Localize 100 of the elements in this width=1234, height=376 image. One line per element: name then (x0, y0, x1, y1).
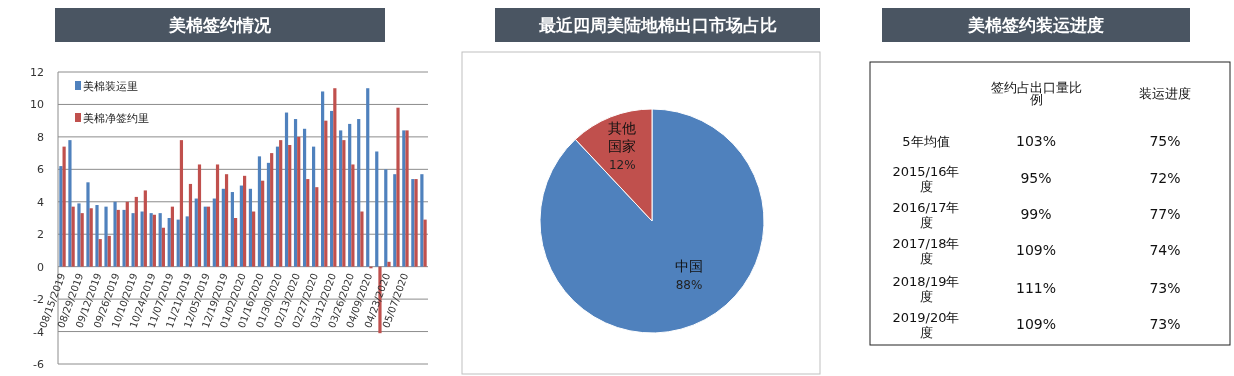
legend-label: 美棉装运里 (83, 80, 138, 93)
bar (224, 174, 229, 267)
text: 111% (1015, 280, 1057, 296)
bar (140, 211, 144, 267)
bar (113, 201, 117, 267)
bar (420, 174, 424, 267)
bar (62, 146, 66, 267)
bar (366, 88, 370, 267)
pie-slice (539, 108, 765, 334)
bar (122, 209, 126, 267)
bar (293, 119, 298, 267)
bar (203, 206, 207, 267)
bar (98, 239, 102, 267)
bar (351, 164, 355, 267)
bar (143, 190, 147, 267)
data-label: 88% (675, 278, 703, 292)
bar (104, 206, 108, 267)
bar (284, 112, 289, 267)
bar (348, 123, 352, 267)
category-label: 2017/18年度 (892, 236, 960, 266)
bar (315, 187, 319, 267)
legend-label: 美棉净签约里 (83, 112, 149, 125)
category-label: 2019/20年度 (892, 310, 960, 340)
bar (77, 203, 81, 267)
bar (116, 209, 120, 267)
bar (321, 91, 325, 267)
category-label: 2018/19年度 (892, 274, 960, 304)
chart-title: 美棉签约情况 (55, 8, 385, 42)
text: 75% (1149, 133, 1181, 149)
bar (302, 128, 307, 267)
bar (270, 153, 274, 267)
slice-label: 其他国家 (608, 120, 637, 155)
bar (71, 206, 75, 267)
bar (387, 261, 391, 267)
bar (297, 136, 301, 267)
bar (360, 211, 364, 267)
bar (161, 227, 165, 267)
text: 72% (1149, 170, 1181, 186)
bar (107, 235, 111, 267)
bar (266, 162, 271, 267)
bar (59, 166, 63, 267)
slice-label: 中国 (675, 258, 703, 274)
bar (375, 151, 379, 267)
y-tick-label: 10 (30, 98, 44, 112)
y-tick-label: 8 (37, 130, 44, 144)
bar (357, 119, 361, 267)
bar (221, 188, 225, 267)
bar (206, 206, 211, 267)
bar (252, 211, 256, 267)
bar (342, 140, 346, 267)
y-tick-label: -6 (33, 358, 44, 371)
bar (167, 218, 171, 267)
y-tick-label: 12 (30, 66, 44, 79)
bar (95, 205, 99, 267)
y-tick-label: 6 (37, 163, 44, 177)
bar (384, 169, 388, 267)
category-label: 2016/17年度 (892, 200, 960, 230)
bar (131, 213, 135, 267)
text: 77% (1149, 206, 1181, 222)
y-tick-label: 0 (37, 260, 44, 274)
text: 74% (1149, 242, 1181, 258)
bar (339, 130, 343, 267)
bar (396, 107, 400, 267)
bar (288, 145, 292, 267)
bar (330, 110, 334, 267)
bar (239, 185, 243, 267)
y-tick-label: 4 (37, 195, 44, 209)
bar (179, 140, 184, 267)
bar (197, 164, 202, 267)
category-label: 签约占出口量比例 (990, 80, 1082, 107)
bar (212, 198, 216, 267)
text: 109% (1015, 242, 1057, 258)
chart-title: 最近四周美陆地棉出口市场占比 (495, 8, 820, 42)
bar (170, 206, 175, 267)
category-label: 2015/16年度 (892, 164, 960, 194)
text: 103% (1015, 133, 1057, 149)
bar (188, 183, 193, 267)
bar (233, 218, 238, 267)
bar (230, 192, 234, 267)
bar (68, 140, 72, 267)
bar (393, 174, 397, 267)
category-label: 装运进度 (1139, 86, 1191, 101)
bar (279, 140, 283, 267)
bar (80, 213, 84, 267)
y-tick-label: 2 (37, 228, 44, 242)
bar (125, 201, 129, 267)
bar (261, 180, 265, 267)
bar (275, 146, 280, 267)
bar (324, 120, 328, 267)
bar (185, 216, 189, 267)
text: 99% (1020, 206, 1052, 222)
bar (243, 175, 247, 267)
category-label: 5年均值 (902, 134, 950, 149)
bar (248, 188, 253, 267)
bar (312, 146, 316, 267)
bar (86, 182, 90, 267)
bar (333, 88, 337, 267)
bar (257, 156, 262, 267)
bar (423, 219, 427, 267)
bar (176, 219, 180, 267)
